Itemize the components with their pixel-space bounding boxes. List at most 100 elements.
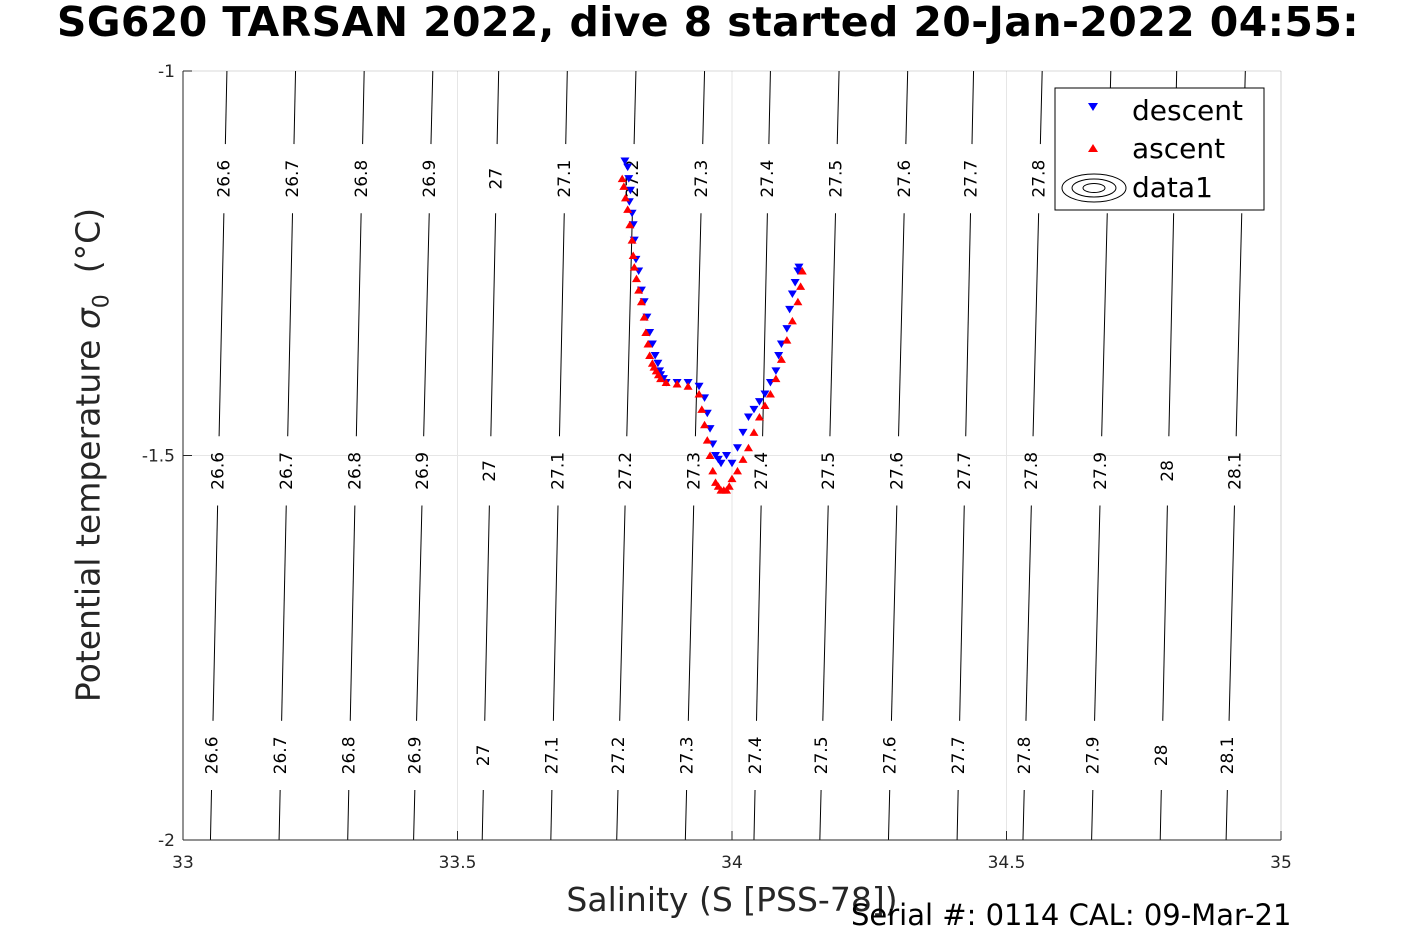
grid-lines bbox=[183, 71, 1281, 840]
ascent-point bbox=[793, 297, 803, 306]
contour-label: 27.5 bbox=[819, 452, 839, 490]
contour-line bbox=[898, 213, 905, 437]
data-points bbox=[617, 157, 807, 494]
contour-label: 26.8 bbox=[352, 160, 372, 198]
legend-ascent-marker bbox=[1088, 144, 1098, 152]
contour-line bbox=[1162, 505, 1168, 721]
ascent-point bbox=[776, 355, 786, 363]
contour-label: 27.5 bbox=[826, 160, 846, 198]
descent-point bbox=[624, 175, 634, 183]
contour-line bbox=[762, 213, 768, 437]
ascent-point bbox=[727, 474, 737, 483]
ascent-point bbox=[643, 339, 653, 348]
contour-line bbox=[626, 213, 633, 437]
ascent-point bbox=[639, 313, 649, 321]
contour-label: 26.8 bbox=[340, 736, 360, 774]
contour-label: 27.3 bbox=[677, 736, 697, 774]
contour-line bbox=[956, 790, 959, 841]
ascent-point bbox=[661, 378, 671, 386]
contour-line bbox=[1235, 213, 1243, 437]
contour-line bbox=[965, 213, 972, 437]
serial-cal-footer: Serial #: 0114 CAL: 09-Mar-21 bbox=[851, 898, 1292, 932]
x-tick-label: 34.5 bbox=[988, 853, 1026, 873]
contour-line bbox=[293, 70, 297, 145]
contour-line bbox=[687, 505, 695, 721]
contour-line bbox=[218, 213, 225, 437]
contour-line bbox=[558, 213, 565, 437]
x-tick-label: 35 bbox=[1270, 853, 1292, 873]
contour-label: 27.3 bbox=[685, 452, 705, 490]
descent-point bbox=[694, 382, 704, 391]
contour-line bbox=[496, 70, 500, 145]
legend-ascent-label: ascent bbox=[1132, 132, 1225, 165]
contour-line bbox=[959, 505, 965, 721]
ascent-point bbox=[754, 413, 764, 421]
contour-label: 27.6 bbox=[888, 452, 908, 490]
ascent-point bbox=[656, 374, 666, 383]
density-contours: 26.6 26.6 26.6 26.7 26.7 26.7 26.8 26.8 26.8 26.9… bbox=[202, 70, 1246, 841]
ascent-point bbox=[743, 443, 753, 452]
contour-label: 26.8 bbox=[346, 452, 366, 490]
descent-point bbox=[713, 455, 723, 464]
contour-label: 26.9 bbox=[413, 452, 433, 490]
contour-label: 26.7 bbox=[283, 160, 303, 198]
descent-point bbox=[711, 452, 721, 460]
contour-label: 28 bbox=[1158, 460, 1178, 482]
contour-line bbox=[1228, 505, 1235, 721]
y-tick-label: -2 bbox=[158, 831, 175, 851]
ascent-point bbox=[738, 455, 748, 463]
ascent-point bbox=[634, 286, 644, 294]
contour-label: 27.8 bbox=[1029, 160, 1049, 198]
ascent-point bbox=[700, 420, 710, 429]
contour-label: 27 bbox=[486, 168, 506, 190]
contour-line bbox=[413, 790, 416, 841]
contour-line bbox=[552, 505, 559, 721]
descent-point bbox=[793, 267, 803, 275]
ascent-point bbox=[694, 389, 704, 398]
contour-line bbox=[278, 790, 281, 841]
ascent-point bbox=[760, 401, 770, 410]
contour-label: 26.6 bbox=[202, 736, 222, 774]
contour-line bbox=[362, 70, 365, 145]
contour-line bbox=[423, 213, 430, 437]
contour-label: 27.6 bbox=[895, 160, 915, 198]
contour-label: 27.3 bbox=[692, 160, 712, 198]
descent-point bbox=[650, 352, 660, 360]
contour-line bbox=[355, 213, 362, 437]
ascent-point bbox=[636, 297, 646, 306]
ascent-point bbox=[749, 428, 759, 436]
contour-line bbox=[1032, 213, 1040, 437]
ascent-point bbox=[629, 263, 639, 271]
contour-line bbox=[819, 790, 822, 841]
contour-label: 28.1 bbox=[1225, 452, 1245, 490]
contour-line bbox=[430, 70, 434, 145]
descent-point bbox=[738, 428, 748, 437]
contour-label: 27.7 bbox=[955, 452, 975, 490]
contour-label: 26.6 bbox=[215, 160, 235, 198]
contour-line bbox=[1022, 790, 1025, 841]
ascent-point bbox=[625, 220, 635, 229]
contour-line bbox=[416, 505, 423, 721]
contour-label: 28.1 bbox=[1218, 736, 1238, 774]
ascent-point bbox=[722, 486, 732, 494]
axes: 33 33.5 34 34.5 35 -2 -1.5 -1 bbox=[142, 62, 1292, 873]
contour-label: 26.7 bbox=[271, 736, 291, 774]
descent-point bbox=[623, 163, 633, 172]
contour-line bbox=[1091, 790, 1094, 841]
contour-line bbox=[287, 213, 293, 437]
legend-data1-label: data1 bbox=[1132, 171, 1213, 204]
ascent-point bbox=[771, 374, 781, 383]
descent-point bbox=[771, 367, 781, 375]
ascent-point bbox=[619, 182, 629, 190]
contour-label: 27.4 bbox=[746, 736, 766, 774]
descent-point bbox=[743, 413, 753, 422]
ascent-point bbox=[627, 236, 637, 244]
y-tick-label: -1.5 bbox=[142, 447, 175, 467]
legend-descent-label: descent bbox=[1132, 94, 1243, 127]
contour-line bbox=[212, 505, 219, 721]
ascent-point bbox=[683, 382, 693, 390]
ascent-point bbox=[672, 379, 682, 388]
descent-point bbox=[645, 328, 655, 337]
contour-line bbox=[550, 790, 553, 841]
contour-line bbox=[1025, 505, 1032, 721]
